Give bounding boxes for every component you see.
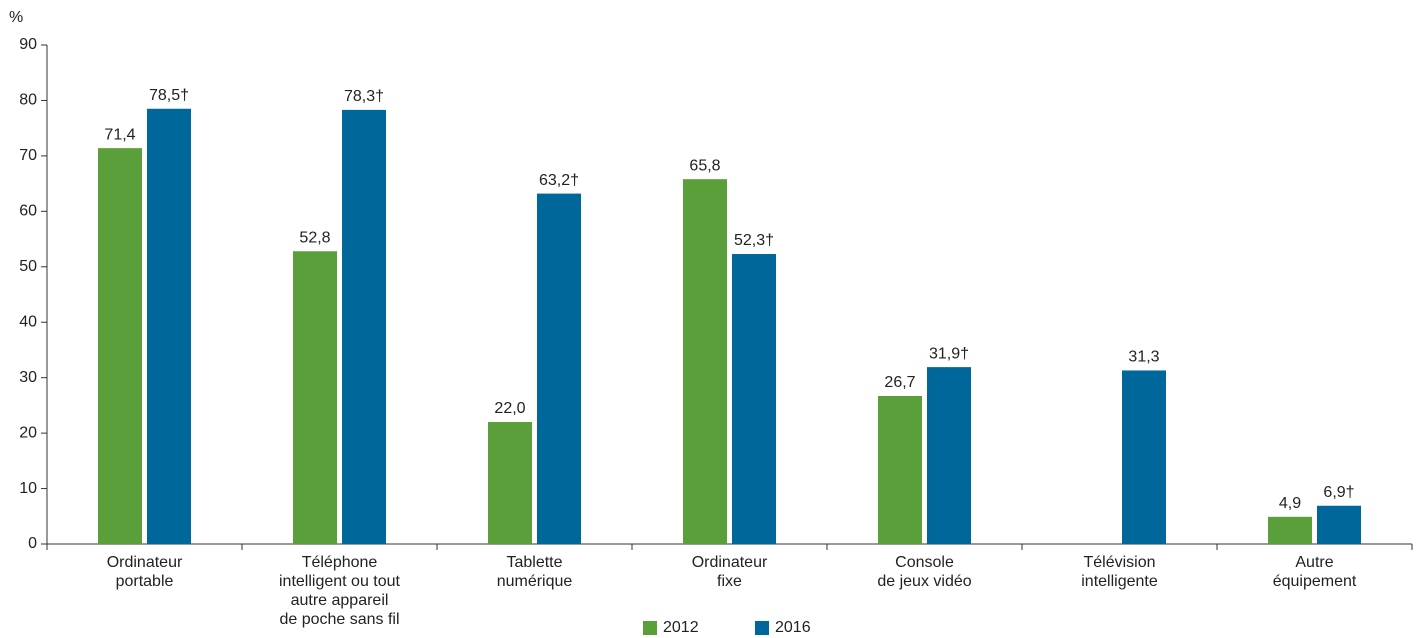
bar <box>147 108 191 544</box>
y-tick-label: 0 <box>28 535 37 552</box>
value-label: 52,3† <box>734 232 774 249</box>
y-tick-label: 80 <box>19 92 37 109</box>
y-tick-label: 10 <box>19 480 37 497</box>
value-label: 65,8 <box>689 157 720 174</box>
x-tick-label: Console de jeux vidéo <box>877 554 972 590</box>
value-label: 26,7 <box>884 374 915 391</box>
x-tick-label: Ordinateur fixe <box>691 554 768 590</box>
value-label: 4,9 <box>1279 495 1301 512</box>
value-label: 78,5† <box>149 87 189 104</box>
value-label: 78,3† <box>344 88 384 105</box>
legend-label: 2016 <box>775 619 811 636</box>
y-tick-label: 60 <box>19 203 37 220</box>
value-label: 22,0 <box>494 400 525 417</box>
x-tick-label-box: Tablette numérique <box>496 554 573 590</box>
y-axis-label: % <box>9 9 23 26</box>
value-label: 63,2† <box>539 172 579 189</box>
y-tick-label: 90 <box>19 36 37 53</box>
bar <box>1122 370 1166 544</box>
x-tick-label-box: Ordinateur portable <box>106 554 183 590</box>
x-tick-label-box: Autre équipement <box>1272 554 1357 590</box>
y-tick-label: 70 <box>19 147 37 164</box>
value-label: 31,3 <box>1128 349 1159 366</box>
x-tick-label: Tablette numérique <box>496 554 573 590</box>
y-tick-label: 20 <box>19 424 37 441</box>
x-tick-label-box: Console de jeux vidéo <box>877 554 972 590</box>
value-label: 31,9† <box>929 345 969 362</box>
bar <box>1268 516 1312 544</box>
bar <box>683 179 727 545</box>
x-tick-label-box: Téléphone intelligent ou tout autre appa… <box>279 554 400 628</box>
value-label: 71,4 <box>104 126 135 143</box>
bar <box>293 251 337 544</box>
legend-swatch <box>755 621 769 635</box>
bar <box>927 367 971 544</box>
legend-label: 2012 <box>663 619 699 636</box>
y-tick-label: 50 <box>19 258 37 275</box>
bar <box>537 193 581 544</box>
x-tick-label-box: Télévision intelligente <box>1081 554 1158 590</box>
value-label: 52,8 <box>299 229 330 246</box>
bar <box>98 148 142 545</box>
x-tick-label-box: Ordinateur fixe <box>691 554 768 590</box>
bar <box>488 422 532 544</box>
y-tick-label: 30 <box>19 369 37 386</box>
bar <box>878 395 922 544</box>
x-tick-label: Autre équipement <box>1272 554 1357 590</box>
bar <box>342 109 386 545</box>
legend-swatch <box>643 621 657 635</box>
x-tick-label: Téléphone intelligent ou tout autre appa… <box>279 554 400 628</box>
x-tick-label: Télévision intelligente <box>1081 554 1158 590</box>
bar <box>732 254 776 544</box>
value-label: 6,9† <box>1323 484 1354 501</box>
y-tick-label: 40 <box>19 313 37 330</box>
x-tick-label: Ordinateur portable <box>106 554 183 590</box>
bar <box>1317 505 1361 544</box>
